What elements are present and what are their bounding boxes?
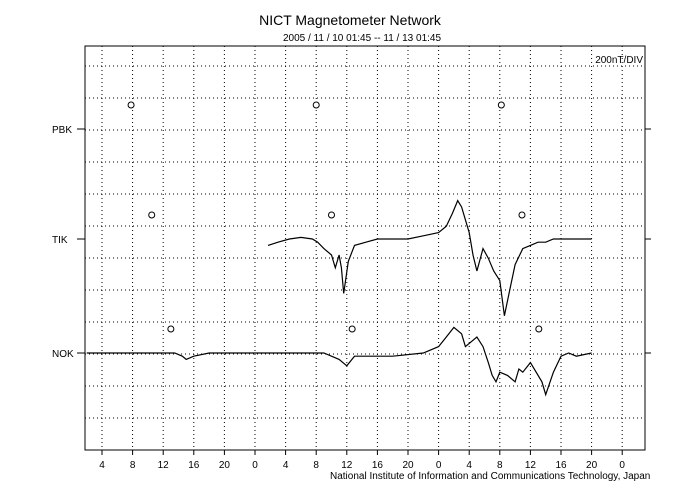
- midnight-marker: [535, 325, 543, 333]
- x-tick-label: 8: [313, 460, 319, 471]
- x-tick-label: 4: [99, 460, 105, 471]
- midnight-markers: [127, 101, 543, 333]
- midnight-marker: [328, 211, 335, 219]
- x-tick-label: 20: [219, 460, 231, 471]
- station-label: PBK: [52, 125, 72, 136]
- midnight-marker: [148, 211, 156, 219]
- x-tick-label: 8: [497, 460, 503, 471]
- midnight-marker: [348, 325, 356, 333]
- scale-label: 200nT/DIV: [595, 55, 643, 66]
- x-tick-label: 20: [586, 460, 598, 471]
- x-tick-label: 0: [619, 460, 625, 471]
- x-tick-label: 12: [525, 460, 537, 471]
- midnight-marker: [127, 101, 135, 109]
- station-baselines: [77, 128, 651, 354]
- x-tick-label: 12: [158, 460, 170, 471]
- chart-subtitle: 2005 / 11 / 10 01:45 -- 11 / 13 01:45: [282, 33, 442, 44]
- station-label: TIK: [52, 235, 68, 246]
- x-tick-label: 8: [130, 460, 136, 471]
- station-label: NOK: [52, 349, 74, 360]
- midnight-marker: [497, 101, 505, 109]
- x-tick-label: 12: [341, 460, 353, 471]
- midnight-marker: [518, 211, 526, 219]
- x-tick-label: 0: [436, 460, 442, 471]
- x-tick-label: 16: [372, 460, 384, 471]
- x-axis: 4 8 12 16 20 0 4 8 12 16 20 0 4 8 12 16 20 0: [99, 450, 625, 471]
- midnight-marker: [167, 325, 175, 333]
- x-tick-label: 16: [555, 460, 567, 471]
- grid: [85, 46, 645, 450]
- x-tick-label: 4: [466, 460, 472, 471]
- series-line-tik: [267, 199, 592, 316]
- x-tick-label: 0: [252, 460, 258, 471]
- chart-title: NICT Magnetometer Network: [259, 12, 441, 28]
- x-tick-label: 16: [188, 460, 200, 471]
- station-labels: PBK TIK NOK: [52, 125, 74, 360]
- series-lines: [86, 199, 592, 397]
- series-line-nok: [86, 326, 592, 397]
- plot-frame: [84, 45, 646, 451]
- credit-text: National Institute of Information and Co…: [330, 471, 651, 482]
- x-tick-label: 4: [283, 460, 289, 471]
- midnight-marker: [312, 101, 320, 109]
- x-tick-label: 20: [402, 460, 414, 471]
